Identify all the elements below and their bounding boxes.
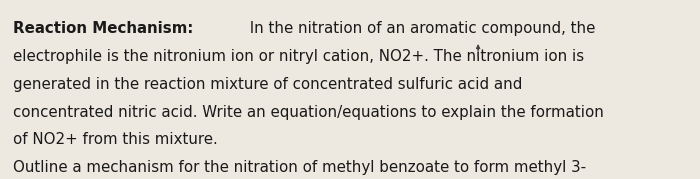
Text: In the nitration of an aromatic compound, the: In the nitration of an aromatic compound… — [245, 21, 596, 37]
Text: Outline a mechanism for the nitration of methyl benzoate to form methyl 3-: Outline a mechanism for the nitration of… — [13, 160, 586, 175]
Text: electrophile is the nitronium ion or nitryl cation, NO2+. The nitronium ion is: electrophile is the nitronium ion or nit… — [13, 49, 584, 64]
Text: of NO2+ from this mixture.: of NO2+ from this mixture. — [13, 132, 217, 147]
Text: generated in the reaction mixture of concentrated sulfuric acid and: generated in the reaction mixture of con… — [13, 77, 522, 92]
Text: Reaction Mechanism:: Reaction Mechanism: — [13, 21, 192, 37]
Text: concentrated nitric acid. Write an equation/equations to explain the formation: concentrated nitric acid. Write an equat… — [13, 105, 603, 120]
